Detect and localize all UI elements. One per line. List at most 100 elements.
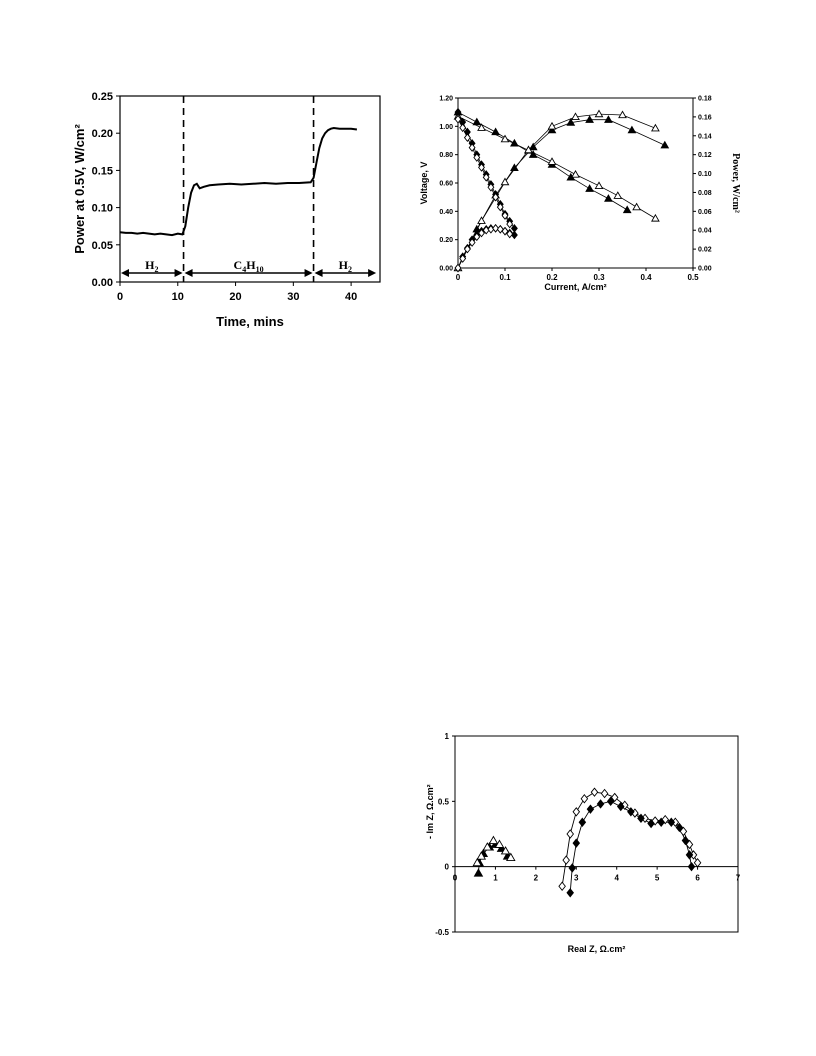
chart2-plot-area: 0.000.200.400.600.801.001.200.000.020.04… — [439, 96, 711, 283]
chart2-point — [478, 163, 485, 172]
chart2-y-tick-label: 0.20 — [439, 237, 453, 244]
chart3-point — [596, 799, 605, 809]
chart2-point — [547, 157, 557, 165]
chart1-arrow-head-right — [304, 269, 313, 277]
chart3-x-tick-label: 1 — [493, 874, 498, 883]
chart3-point — [679, 826, 688, 837]
chart3-x-tick-label: 5 — [655, 874, 660, 883]
chart2-y2-tick-label: 0.00 — [698, 266, 712, 273]
chart1-x-axis-label: Time, mins — [216, 314, 284, 329]
chart2-y2-tick-label: 0.16 — [698, 114, 712, 121]
chart2-y-tick-label: 0.00 — [439, 266, 453, 273]
chart3-point — [667, 817, 676, 827]
chart2-point — [571, 169, 580, 178]
chart1-y-tick-label: 0.00 — [92, 277, 113, 289]
chart3-point — [647, 818, 655, 829]
chart3-series-line — [561, 791, 698, 887]
region-base: H — [339, 258, 349, 272]
chart2-point — [660, 140, 670, 149]
chart3-y-tick-label: 1 — [445, 732, 450, 741]
chart3-point — [606, 796, 615, 807]
chart2-point — [585, 184, 594, 192]
chart1-arrow-head-left — [314, 269, 323, 277]
chart3-point — [657, 817, 665, 827]
chart1-x-tick-label: 10 — [172, 291, 184, 303]
chart3-point — [610, 792, 619, 803]
chart2-x-tick-label: 0.4 — [640, 273, 652, 282]
chart2-point — [482, 173, 490, 182]
chart2-x-tick-label: 0.3 — [593, 273, 605, 282]
chart2-point — [477, 123, 486, 131]
chart2-point — [487, 182, 495, 192]
chart2-point — [459, 123, 467, 133]
chart3-point — [578, 817, 587, 827]
chart2-series-line — [457, 116, 656, 219]
chart3-point — [482, 842, 493, 851]
chart3-y-tick-label: 0 — [445, 863, 450, 872]
chart3-point — [685, 839, 694, 850]
chart3-point — [586, 804, 595, 814]
chart2-point — [613, 191, 623, 199]
region-sub: 2 — [348, 265, 352, 274]
chart1-arrow-head-left — [184, 269, 193, 277]
chart1-y-tick-label: 0.25 — [92, 91, 113, 103]
chart3-y-tick-label: 0.5 — [438, 797, 450, 806]
chart2-point — [473, 153, 481, 162]
chart2-point — [566, 118, 576, 126]
chart3-point — [562, 855, 570, 865]
chart2-point — [632, 202, 641, 211]
chart2-point — [468, 143, 476, 152]
chart1-region-label: H2 — [145, 258, 158, 274]
chart2-point — [594, 181, 604, 189]
chart2-series-line — [457, 111, 628, 211]
chart1-x-tick-label: 30 — [287, 291, 299, 303]
chart3-point — [572, 807, 581, 817]
chart2-point — [454, 263, 462, 273]
chart2-point — [500, 177, 510, 186]
chart3-point — [590, 787, 599, 797]
chart3-point — [637, 813, 645, 824]
chart2-point — [506, 229, 514, 239]
chart2-y-tick-label: 1.00 — [439, 124, 453, 131]
chart2-y2-tick-label: 0.10 — [698, 171, 712, 178]
chart2-series-line — [457, 113, 656, 269]
chart3-point — [600, 788, 609, 799]
chart2-point — [585, 115, 594, 123]
chart1-series-line — [119, 126, 358, 237]
chart1-y-tick-label: 0.20 — [92, 128, 113, 140]
impedance-chart: -0.5 0 0.5 1 0 1 2 3 4 5 6 7 Real Z, Ω.cm² - Im Z, … — [425, 732, 741, 954]
chart2-point — [492, 224, 500, 233]
chart2-point — [594, 109, 604, 118]
polarization-curve-chart: 0.000.200.400.600.801.001.200.000.020.04… — [419, 96, 741, 293]
chart3-point — [681, 835, 690, 846]
chart2-point — [463, 244, 471, 254]
chart2-y-tick-label: 1.20 — [439, 96, 453, 103]
chart1-x-tick-label: 0 — [117, 291, 123, 303]
chart1-arrow-head-left — [121, 269, 129, 277]
chart3-x-tick-label: 2 — [534, 874, 539, 883]
chart2-point — [506, 219, 514, 229]
chart3-point — [572, 838, 581, 848]
chart2-point — [496, 202, 504, 212]
chart2-x-tick-label: 0.2 — [546, 273, 558, 282]
chart2-point — [500, 134, 510, 143]
chart3-point — [473, 868, 484, 877]
chart3-point — [566, 888, 574, 898]
chart3-point — [494, 839, 505, 848]
chart2-point — [477, 216, 486, 224]
chart2-x-tick-label: 0.1 — [499, 273, 511, 282]
chart3-x-tick-label: 7 — [736, 874, 741, 883]
chart3-point — [693, 858, 702, 868]
chart1-arrow-head-right — [174, 269, 183, 277]
chart2-point — [492, 192, 500, 202]
region-base: C — [234, 258, 243, 272]
chart3-point — [675, 822, 684, 833]
chart2-y-tick-label: 0.80 — [439, 152, 453, 159]
region-base: H — [145, 258, 155, 272]
chart2-y2-axis-label: Power, W/cm² — [730, 153, 741, 213]
chart2-y2-tick-label: 0.18 — [698, 96, 712, 103]
region-sub: 4 — [242, 265, 246, 274]
chart2-y-tick-label: 0.60 — [439, 181, 453, 188]
